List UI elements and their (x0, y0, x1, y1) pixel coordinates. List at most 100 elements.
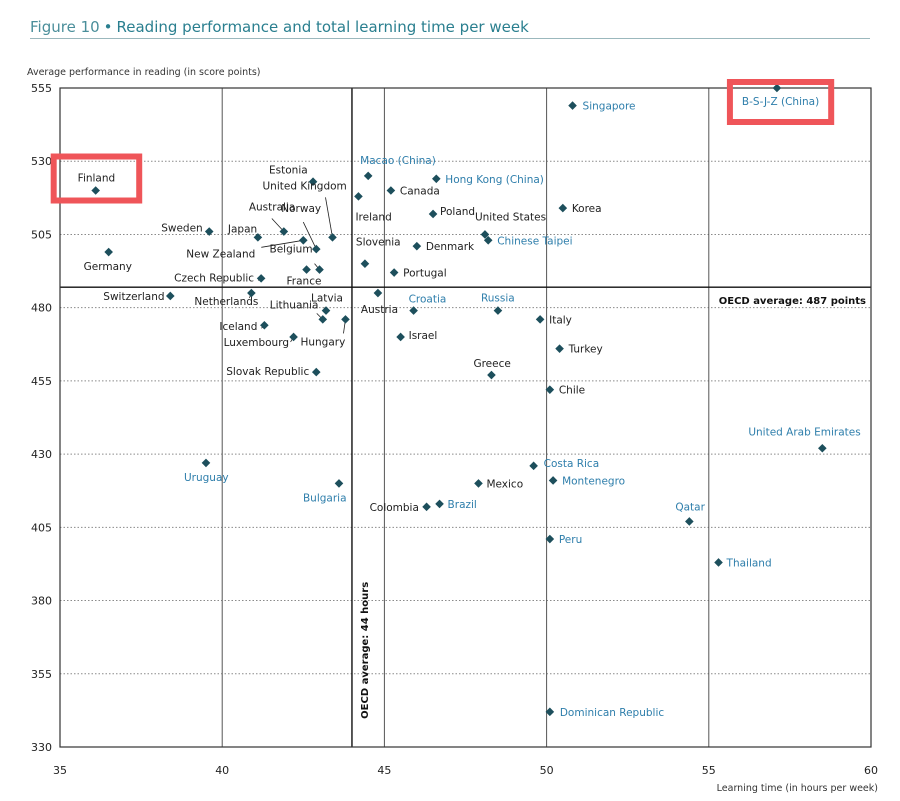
point-label: Finland (78, 173, 116, 185)
point-label: Slovenia (356, 237, 401, 249)
reference-lines: OECD average: 487 points OECD average: 44… (60, 88, 871, 747)
point-label: Russia (481, 293, 515, 305)
point-label: Hong Kong (China) (445, 174, 544, 186)
point-canada (386, 186, 396, 195)
point-macao-china- (363, 171, 373, 181)
point-finland (91, 186, 100, 195)
x-tick-label: 50 (540, 764, 554, 777)
point-label: Hungary (300, 336, 345, 348)
point-croatia (409, 306, 418, 315)
point-label: Sweden (161, 223, 203, 235)
y-axis-title: Average performance in reading (in score… (27, 67, 261, 78)
point-label: Iceland (219, 321, 257, 333)
point-chinese-taipei (483, 236, 493, 245)
point-label: United Kingdom (262, 180, 346, 192)
figure-header: Figure 10 • Reading performance and total … (30, 18, 870, 39)
point-label: Korea (572, 203, 602, 215)
grid-layer (60, 88, 871, 747)
point-label: Greece (473, 358, 510, 370)
point-chile (545, 385, 555, 394)
x-tick-label: 45 (377, 764, 391, 777)
y-tick-label: 355 (31, 668, 52, 681)
x-tick-label: 60 (864, 764, 878, 777)
point-switzerland (165, 291, 175, 301)
point-label: Uruguay (184, 472, 229, 484)
y-tick-label: 555 (31, 82, 52, 95)
highlight-box-b-s-j-z-china- (726, 79, 835, 125)
title-underline (30, 38, 870, 39)
point-label: Netherlands (194, 296, 258, 308)
point-uruguay (201, 458, 211, 468)
point-label: Estonia (269, 165, 308, 177)
y-tick-label: 430 (31, 448, 52, 461)
y-tick-label: 330 (31, 741, 52, 754)
point-label: Slovak Republic (226, 366, 309, 378)
point-label: Mexico (486, 478, 523, 490)
highlight-boxes (50, 79, 835, 204)
point-thailand (714, 558, 723, 567)
leader-line (325, 197, 333, 238)
point-sweden (204, 227, 214, 236)
y-tick-label: 530 (31, 155, 52, 168)
point-label: Japan (227, 223, 257, 235)
point-mexico (474, 479, 483, 488)
point-label: Denmark (426, 241, 475, 253)
point-label: Norway (281, 203, 321, 215)
point-b-s-j-z-china- (772, 83, 782, 93)
point-label: Bulgaria (303, 492, 347, 504)
oecd-average-time-label: OECD average: 44 hours (360, 582, 371, 719)
point-label: Brazil (448, 499, 477, 511)
point-peru (545, 534, 555, 544)
point-ireland (354, 192, 363, 201)
point-netherlands (247, 288, 256, 298)
point-label: Latvia (311, 293, 343, 305)
point-austria (373, 288, 383, 298)
point-denmark (412, 241, 422, 251)
point-label: Montenegro (562, 475, 625, 487)
title-separator: • (103, 18, 113, 36)
point-label: Macao (China) (360, 155, 436, 167)
point-label: Costa Rica (544, 458, 600, 470)
point-belgium (315, 265, 324, 274)
point-slovenia (360, 259, 370, 269)
point-latvia (321, 306, 331, 315)
point-turkey (555, 344, 564, 353)
point-iceland (260, 320, 269, 330)
point-united-arab-emirates (818, 443, 827, 453)
point-label: Thailand (726, 557, 772, 569)
point-hong-kong-china- (432, 174, 441, 184)
point-label: Qatar (675, 501, 705, 513)
point-korea (558, 203, 568, 213)
y-tick-label: 380 (31, 595, 52, 608)
oecd-average-score-label: OECD average: 487 points (719, 296, 866, 307)
point-bulgaria (334, 479, 344, 488)
point-norway (311, 244, 321, 254)
point-label: Germany (84, 261, 132, 273)
point-portugal (389, 268, 399, 277)
point-label: Italy (549, 314, 572, 326)
figure-number: Figure 10 (30, 18, 100, 36)
point-label: B-S-J-Z (China) (742, 96, 819, 108)
y-tick-label: 505 (31, 228, 52, 241)
leader-line (302, 221, 317, 250)
point-brazil (435, 499, 444, 509)
point-label: Croatia (409, 294, 447, 306)
plot-frame (59, 87, 872, 748)
point-united-kingdom (328, 233, 337, 242)
point-dominican-republic (545, 707, 555, 717)
point-label: Czech Republic (174, 272, 254, 284)
point-estonia (308, 177, 318, 187)
y-tick-label: 405 (31, 521, 52, 534)
point-label: United Arab Emirates (748, 426, 860, 438)
point-costa-rica (529, 461, 538, 471)
point-label: Singapore (583, 101, 636, 113)
x-tick-label: 55 (702, 764, 716, 777)
point-label: New Zealand (186, 248, 255, 260)
point-japan (253, 233, 263, 242)
point-label: Ireland (355, 211, 391, 223)
leader-line (261, 239, 304, 248)
point-united-states (480, 230, 490, 239)
point-label: Colombia (370, 502, 419, 514)
point-label: Canada (400, 186, 440, 198)
